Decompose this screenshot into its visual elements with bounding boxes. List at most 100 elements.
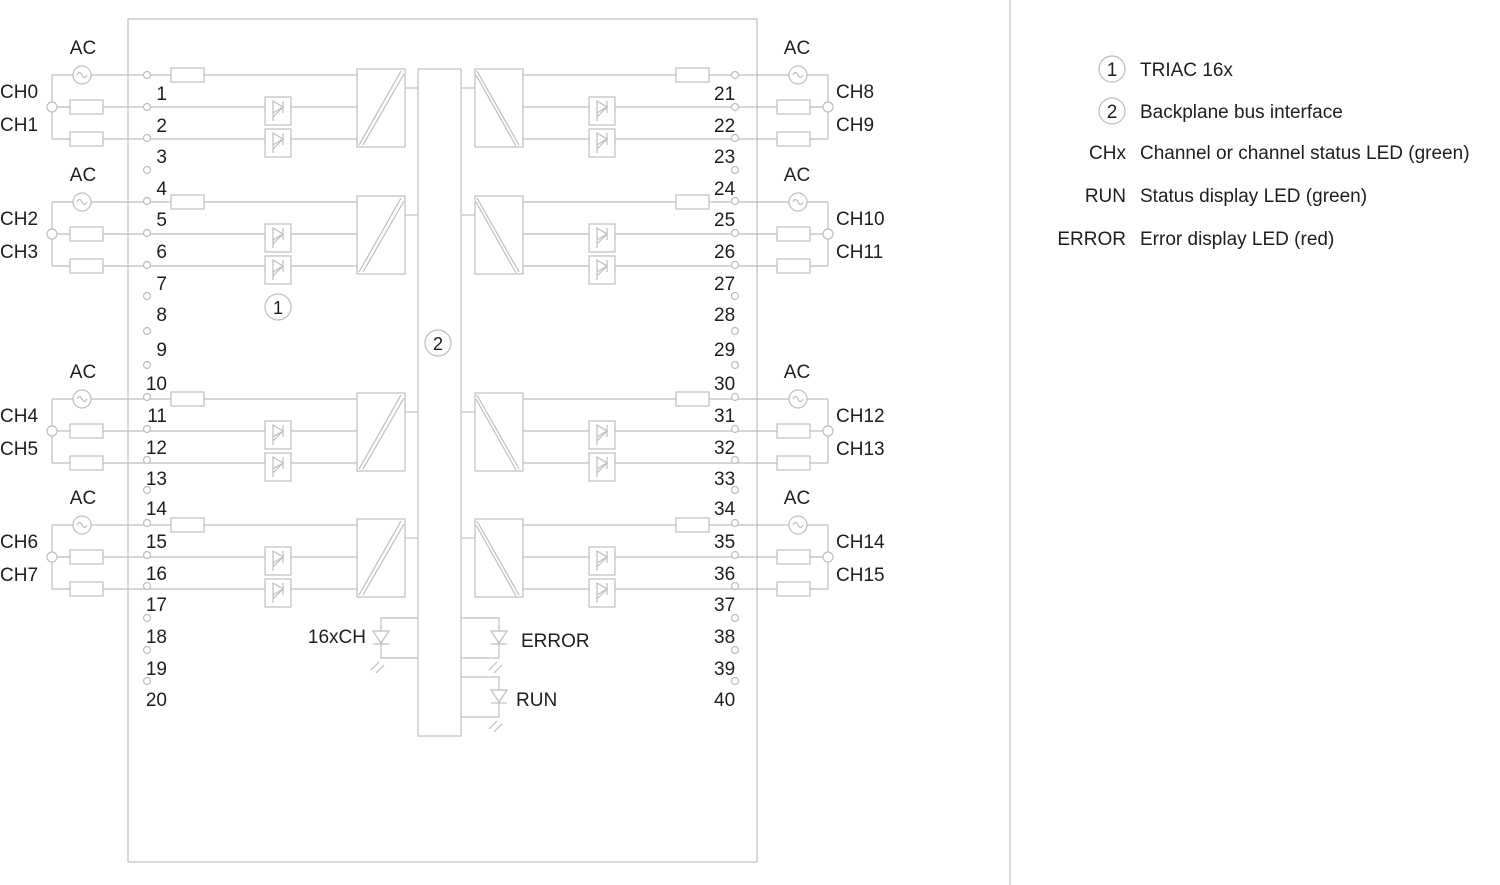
terminal [142,360,152,370]
right-channel-group: AC CH8 CH9 [462,38,874,158]
terminal-number: 31 [714,406,735,427]
resistor [170,67,205,83]
legend-item: CHx Channel or channel status LED (green) [1089,143,1469,164]
triac-icon [264,578,292,608]
channel-led-label: 16xCH [308,627,366,648]
triac-icon [264,128,292,158]
svg-text:2: 2 [433,334,443,354]
ac-source-icon [72,65,92,85]
resistor [69,258,104,274]
resistor [776,581,811,597]
resistor [69,131,104,147]
terminal [142,165,152,175]
terminal [142,676,152,686]
left-channel-group: AC CH2 CH3 [0,165,418,285]
terminal [730,228,740,238]
terminal [142,133,152,143]
terminal [730,133,740,143]
terminal [142,455,152,465]
terminal-number: 33 [714,469,735,490]
terminal-number: 36 [714,564,735,585]
terminal-number: 26 [714,242,735,263]
terminal [730,424,740,434]
resistor [69,226,104,242]
triac-icon [588,452,616,482]
terminal [730,102,740,112]
terminal-number: 22 [714,116,735,137]
terminal [730,676,740,686]
resistor [675,517,710,533]
ac-label: AC [70,38,96,59]
terminal-number: 19 [146,659,167,680]
isolation-converter [474,68,524,148]
terminal [730,550,740,560]
terminal-number: 38 [714,627,735,648]
legend-key: RUN [1085,186,1126,207]
terminal-number: 29 [714,340,735,361]
legend-text: Channel or channel status LED (green) [1140,143,1470,164]
channel-label: CH14 [836,532,885,553]
resistor [170,391,205,407]
left-channel-group: AC CH4 CH5 [0,362,418,482]
resistor [69,423,104,439]
triac-icon [588,546,616,576]
junction [46,425,58,437]
terminal-number: 20 [146,690,167,711]
resistor [776,423,811,439]
resistor [170,517,205,533]
terminal-number: 8 [156,305,167,326]
error-led-label: ERROR [521,631,590,652]
channel-label: CH3 [0,242,38,263]
legend-text: Backplane bus interface [1140,102,1343,123]
terminal-number: 12 [146,438,167,459]
terminal-number: 28 [714,305,735,326]
terminal-number: 11 [147,406,167,427]
resistor [675,391,710,407]
terminal [142,102,152,112]
channel-label: CH2 [0,209,38,230]
callout-bus: 2 [424,329,452,357]
left-channel-group: AC CH0 CH1 [0,38,418,158]
leds: 16xCH ERROR RUN [308,617,590,733]
terminal-number: 9 [156,340,167,361]
ac-label: AC [784,165,810,186]
terminal-number: 32 [714,438,735,459]
junction [822,228,834,240]
terminal-number: 4 [156,179,167,200]
triac-icon [264,255,292,285]
resistor [69,99,104,115]
ac-label: AC [70,165,96,186]
terminal-number: 24 [714,179,736,200]
ac-label: AC [70,362,96,383]
triac-icon [264,96,292,126]
junction [822,551,834,563]
terminal [730,360,740,370]
channel-label: CH10 [836,209,885,230]
resistor [69,581,104,597]
ac-source-icon [72,389,92,409]
terminal [142,645,152,655]
triac-icon [588,223,616,253]
backplane-bus-interface [417,68,462,737]
circuits: AC CH0 CH1 AC CH2 CH3 AC CH4 CH5 AC CH6 CH7 AC CH8 CH9… [0,38,885,608]
resistor [675,67,710,83]
terminal-number: 3 [156,147,167,168]
run-led: RUN [461,676,557,733]
terminal [730,613,740,623]
ac-label: AC [784,38,810,59]
triac-icon [264,420,292,450]
channel-label: CH15 [836,565,885,586]
terminal [142,392,152,402]
terminal-number: 13 [146,469,167,490]
terminal-number: 5 [156,210,167,231]
channel-label: CH1 [0,115,38,136]
run-led-label: RUN [516,690,557,711]
terminal [730,581,740,591]
terminal [142,581,152,591]
terminal [730,196,740,206]
terminal [142,550,152,560]
terminal [730,485,740,495]
junction [46,101,58,113]
terminal-number: 35 [714,532,735,553]
